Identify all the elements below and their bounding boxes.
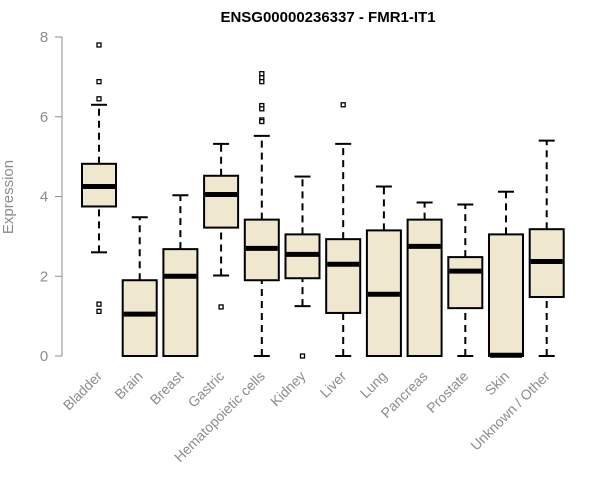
box-kidney [284,175,321,359]
y-tick-label: 2 [40,268,48,285]
box-rect [121,279,158,357]
outlier-point [96,42,102,48]
box-lung [365,185,402,357]
y-axis-label: Expression [0,160,17,234]
box-rect [406,218,443,357]
outlier-point [259,79,265,85]
box-gastric [203,142,240,310]
y-tick-label: 8 [40,29,48,46]
box-rect [325,238,362,314]
box-prostate [447,203,484,357]
box-skin [488,190,524,358]
x-tick-label-liver: Liver [317,368,350,401]
outlier-point [259,118,265,125]
box-pancreas [406,201,443,357]
box-breast [162,194,199,357]
x-tick-label-brain: Brain [111,368,145,402]
x-tick-label-lung: Lung [357,368,390,401]
x-tick-label-kidney: Kidney [267,368,309,410]
box-hematopoietic-cells [243,71,280,357]
outlier-point [96,79,102,85]
outlier-point [218,304,224,310]
y-tick-label: 0 [40,348,48,365]
outlier-point [340,102,346,108]
boxes [81,42,565,359]
box-rect [488,233,524,358]
box-unknown-other [528,139,565,357]
outlier-point [299,353,306,359]
x-tick-label-prostate: Prostate [423,368,471,416]
outlier-point [96,308,102,314]
outlier-point [259,106,265,112]
y-tick-label: 6 [40,109,48,126]
y-tick-label: 4 [40,189,48,206]
x-tick-label-skin: Skin [482,368,513,399]
box-bladder [81,42,117,314]
box-rect [447,256,484,310]
box-rect [162,248,199,357]
chart-title: ENSG00000236337 - FMR1-IT1 [220,9,435,26]
x-tick-label-breast: Breast [147,368,187,408]
box-liver [325,102,362,357]
outlier-point [96,96,102,102]
box-brain [121,216,158,357]
y-axis: 0 2 4 6 8 [40,29,63,365]
outlier-point [96,301,102,307]
x-tick-label-bladder: Bladder [60,368,106,414]
box-rect [203,174,240,229]
